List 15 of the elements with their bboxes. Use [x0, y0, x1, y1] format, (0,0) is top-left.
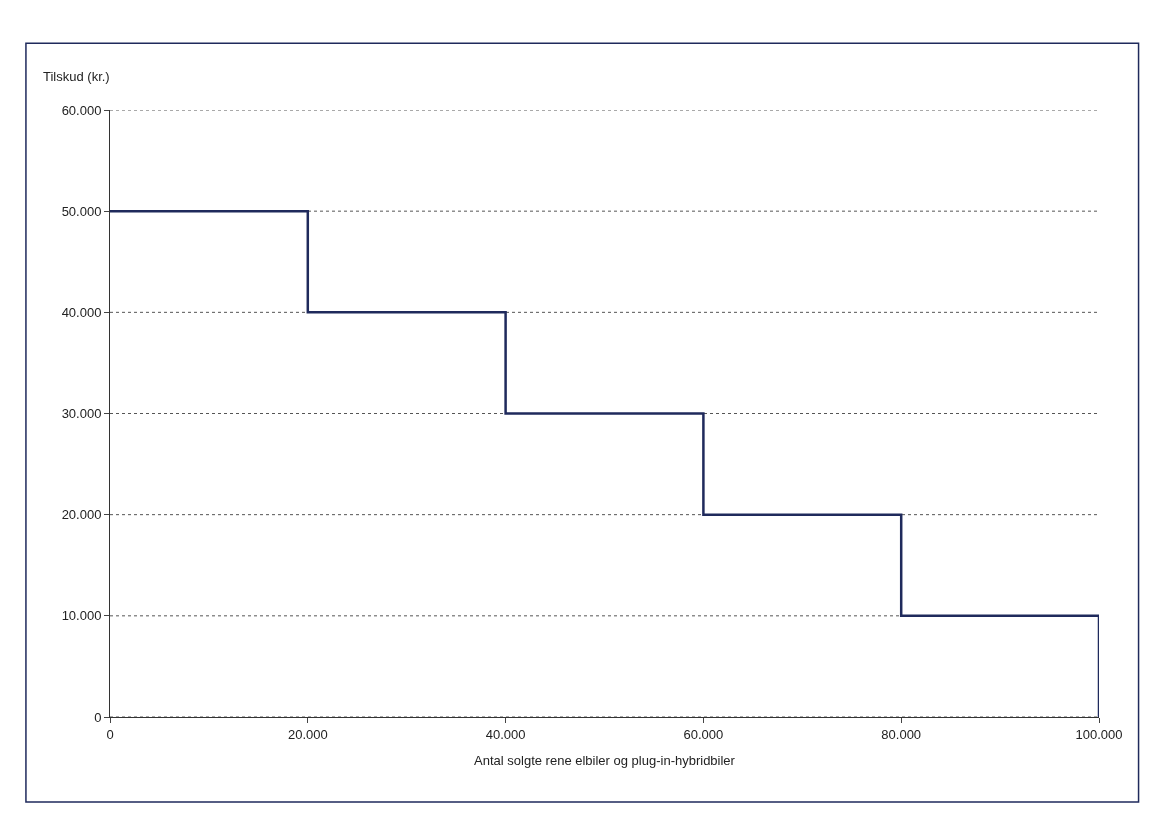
x-tick-label: 60.000: [683, 726, 724, 742]
y-tick-label: 60.000: [61, 102, 102, 118]
y-tick-label: 0: [94, 709, 102, 725]
y-tick-label: 40.000: [61, 304, 102, 320]
y-tick-label: 50.000: [61, 203, 102, 219]
x-tick-label: 0: [106, 726, 114, 742]
x-tick-label: 40.000: [485, 726, 526, 742]
y-axis-title: Tilskud (kr.): [43, 69, 110, 84]
x-axis-title: Antal solgte rene elbiler og plug-in-hybridbiler: [474, 753, 736, 769]
x-tick-label: 80.000: [881, 726, 922, 742]
x-tick-label: 100.000: [1075, 726, 1123, 742]
y-tick-label: 10.000: [61, 608, 102, 624]
y-tick-label: 30.000: [61, 406, 102, 422]
y-tick-label: 20.000: [61, 507, 102, 523]
x-tick-label: 20.000: [287, 726, 328, 742]
